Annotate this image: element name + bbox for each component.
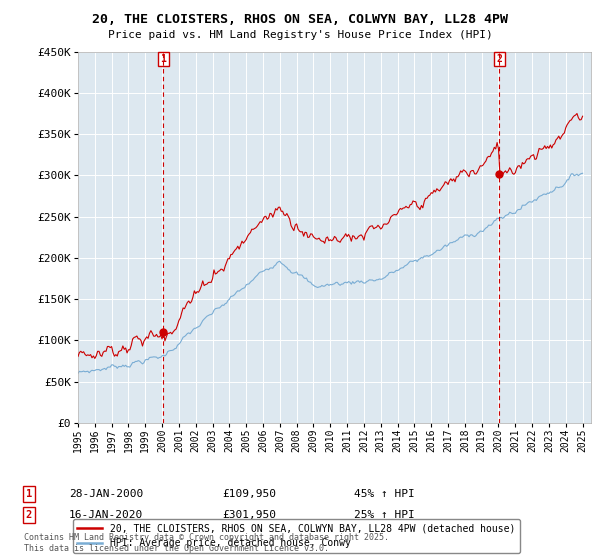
Text: 25% ↑ HPI: 25% ↑ HPI: [354, 510, 415, 520]
Text: Contains HM Land Registry data © Crown copyright and database right 2025.
This d: Contains HM Land Registry data © Crown c…: [24, 533, 389, 553]
Text: 16-JAN-2020: 16-JAN-2020: [69, 510, 143, 520]
Text: 28-JAN-2000: 28-JAN-2000: [69, 489, 143, 499]
Text: 1: 1: [160, 54, 166, 64]
Text: 45% ↑ HPI: 45% ↑ HPI: [354, 489, 415, 499]
Text: £301,950: £301,950: [222, 510, 276, 520]
Text: Price paid vs. HM Land Registry's House Price Index (HPI): Price paid vs. HM Land Registry's House …: [107, 30, 493, 40]
Legend: 20, THE CLOISTERS, RHOS ON SEA, COLWYN BAY, LL28 4PW (detached house), HPI: Aver: 20, THE CLOISTERS, RHOS ON SEA, COLWYN B…: [73, 519, 520, 553]
Text: 2: 2: [496, 54, 502, 64]
Text: 1: 1: [26, 489, 32, 499]
Text: 20, THE CLOISTERS, RHOS ON SEA, COLWYN BAY, LL28 4PW: 20, THE CLOISTERS, RHOS ON SEA, COLWYN B…: [92, 13, 508, 26]
Text: £109,950: £109,950: [222, 489, 276, 499]
Text: 2: 2: [26, 510, 32, 520]
